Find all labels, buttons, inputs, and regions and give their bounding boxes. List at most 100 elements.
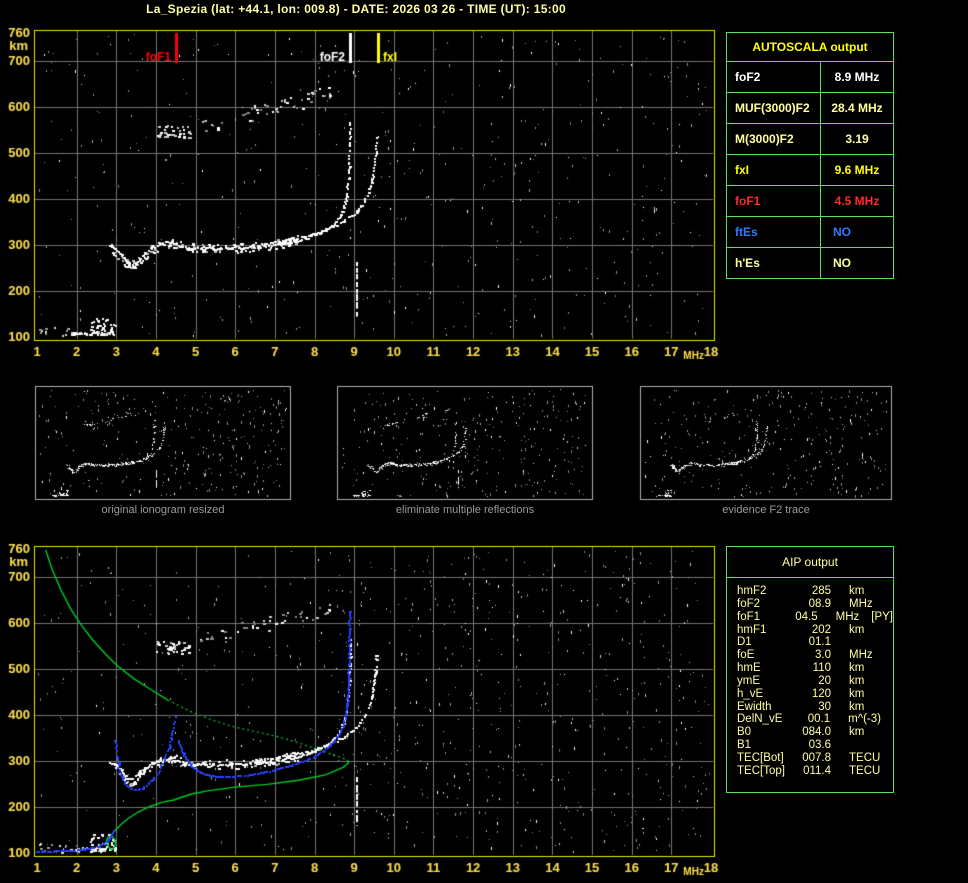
aip-row-value: 01.1 bbox=[808, 636, 831, 649]
aip-row-value: 285 bbox=[811, 585, 831, 597]
aip-table-row: D1 01.1 bbox=[727, 636, 893, 649]
aip-row-note bbox=[864, 726, 876, 739]
aip-table-header: AIP output bbox=[727, 547, 893, 578]
autoscala-table-row: h'Es NO bbox=[727, 248, 893, 278]
aip-row-label: B0 bbox=[737, 726, 752, 739]
aip-row-unit: km bbox=[849, 662, 865, 675]
aip-row-unit: MHz bbox=[849, 649, 873, 662]
autoscala-row-value: 3.19 bbox=[845, 132, 869, 146]
aip-row-unit: km bbox=[849, 687, 865, 700]
aip-row-note bbox=[864, 662, 876, 675]
aip-row-value: 03.6 bbox=[808, 739, 831, 752]
aip-row-unit: MHz bbox=[849, 597, 873, 610]
aip-table-row: Ewidth 30 km bbox=[727, 701, 893, 714]
aip-row-unit: km bbox=[849, 726, 865, 739]
aip-row-value: 110 bbox=[812, 662, 831, 675]
autoscala-row-value: 28.4 MHz bbox=[831, 101, 883, 115]
page-title: La_Spezia (lat: +44.1, lon: 009.8) - DAT… bbox=[146, 2, 566, 16]
aip-row-note bbox=[864, 675, 876, 688]
aip-row-note bbox=[864, 585, 876, 598]
thumbnail-caption: eliminate multiple reflections bbox=[395, 504, 535, 516]
thumbnail-evidence-f2-trace: evidence F2 trace bbox=[640, 386, 892, 516]
thumbnail-original-ionogram: original ionogram resized bbox=[35, 386, 291, 516]
aip-row-value: 011.4 bbox=[803, 764, 831, 777]
ionogram-plot-bottom bbox=[34, 546, 715, 857]
aip-row-value: 007.8 bbox=[802, 751, 831, 764]
aip-row-unit: km bbox=[849, 700, 865, 713]
aip-row-label: h_vE bbox=[737, 687, 764, 700]
aip-row-note bbox=[873, 598, 885, 611]
aip-row-label: B1 bbox=[737, 739, 752, 752]
aip-table-row: hmE 110 km bbox=[727, 662, 893, 675]
aip-table-row: B0 084.0 km bbox=[727, 726, 893, 739]
aip-row-label: hmF1 bbox=[737, 623, 767, 636]
aip-row-label: TEC[Bot] bbox=[737, 751, 784, 764]
autoscala-row-value: 4.5 MHz bbox=[834, 194, 880, 208]
aip-row-note bbox=[864, 701, 876, 714]
aip-row-label: TEC[Top] bbox=[737, 764, 785, 777]
aip-table-row: TEC[Top] 011.4 TECU bbox=[727, 765, 893, 778]
aip-row-unit: km bbox=[849, 674, 865, 687]
aip-row-note bbox=[881, 713, 893, 726]
autoscala-row-value: 9.6 MHz bbox=[834, 163, 880, 177]
aip-row-label: foE bbox=[737, 649, 755, 662]
aip-row-label: foF2 bbox=[737, 597, 761, 610]
aip-output-table: AIP output hmF2 285 km foF2 08.9 MHz foF1 04.5 M… bbox=[726, 546, 894, 793]
autoscala-table-body: foF2 8.9 MHz MUF(3000)F2 28.4 MHz M(3000)F2 3… bbox=[727, 62, 893, 278]
aip-row-note bbox=[864, 624, 876, 637]
aip-table-row: hmF1 202 km bbox=[727, 624, 893, 637]
aip-table-row: ymE 20 km bbox=[727, 675, 893, 688]
autoscala-table-row: MUF(3000)F2 28.4 MHz bbox=[727, 93, 893, 124]
autoscala-table-header: AUTOSCALA output bbox=[727, 33, 893, 62]
autoscala-table-row: M(3000)F2 3.19 bbox=[727, 124, 893, 155]
aip-row-unit: TECU bbox=[849, 764, 881, 777]
autoscala-output-table: AUTOSCALA output foF2 8.9 MHz MUF(3000)F2 2… bbox=[726, 32, 894, 279]
aip-table-row: hmF2 285 km bbox=[727, 585, 893, 598]
aip-table-body: hmF2 285 km foF2 08.9 MHz foF1 04.5 MHz [PY] hmF1 2… bbox=[727, 578, 893, 778]
autoscala-row-label: ftEs bbox=[727, 217, 821, 247]
aip-row-unit: TECU bbox=[849, 751, 881, 764]
autoscala-row-label: MUF(3000)F2 bbox=[727, 93, 821, 123]
autoscala-row-label: foF1 bbox=[727, 186, 821, 216]
aip-table-row: TEC[Bot] 007.8 TECU bbox=[727, 752, 893, 765]
aip-row-label: foF1 bbox=[737, 610, 761, 623]
aip-row-label: Ewidth bbox=[737, 700, 772, 713]
autoscala-row-label: h'Es bbox=[727, 248, 821, 278]
aip-row-unit bbox=[831, 739, 849, 752]
aip-row-note bbox=[849, 739, 861, 752]
aip-row-value: 202 bbox=[811, 623, 831, 636]
aip-row-label: hmE bbox=[737, 662, 761, 675]
aip-row-note bbox=[873, 649, 885, 662]
autoscala-table-row: fxI 9.6 MHz bbox=[727, 155, 893, 186]
aip-row-note bbox=[880, 752, 892, 765]
aip-table-row: foF1 04.5 MHz [PY] bbox=[727, 611, 893, 624]
aip-table-row: DelN_vE 00.1 m^(-3) bbox=[727, 713, 893, 726]
aip-row-unit bbox=[831, 636, 849, 649]
autoscala-row-label: foF2 bbox=[727, 62, 821, 92]
aip-row-label: D1 bbox=[737, 636, 752, 649]
autoscala-row-label: fxI bbox=[727, 155, 821, 185]
aip-row-value: 3.0 bbox=[815, 649, 831, 662]
aip-row-unit: MHz bbox=[835, 610, 860, 623]
aip-row-value: 04.5 bbox=[795, 610, 818, 623]
aip-table-row: foF2 08.9 MHz bbox=[727, 598, 893, 611]
autoscala-table-row: ftEs NO bbox=[727, 217, 893, 248]
autoscala-row-label: M(3000)F2 bbox=[727, 124, 821, 154]
thumbnail-eliminate-reflections: eliminate multiple reflections bbox=[337, 386, 593, 516]
autoscala-row-value: NO bbox=[833, 256, 851, 270]
aip-row-label: hmF2 bbox=[737, 585, 767, 597]
aip-row-value: 084.0 bbox=[802, 726, 831, 739]
autoscala-row-value: NO bbox=[833, 225, 851, 239]
aip-table-row: foE 3.0 MHz bbox=[727, 649, 893, 662]
aip-row-value: 00.1 bbox=[807, 713, 831, 726]
aip-row-value: 20 bbox=[818, 674, 831, 687]
aip-table-row: B1 03.6 bbox=[727, 739, 893, 752]
aip-row-value: 120 bbox=[811, 687, 831, 700]
aip-row-note bbox=[880, 765, 892, 778]
autoscala-row-value: 8.9 MHz bbox=[834, 70, 880, 84]
aip-row-value: 08.9 bbox=[808, 597, 831, 610]
aip-row-note bbox=[864, 688, 876, 701]
thumbnail-caption: original ionogram resized bbox=[101, 504, 225, 516]
ionogram-plot-top bbox=[34, 30, 715, 341]
